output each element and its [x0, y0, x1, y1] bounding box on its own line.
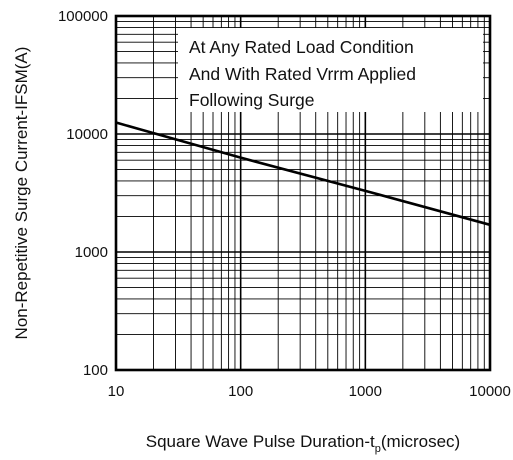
y-tick-10000: 10000	[66, 126, 108, 143]
x-axis-label-main: Square Wave Pulse Duration-t	[146, 432, 375, 451]
annotation-line-1: At Any Rated Load Condition	[189, 37, 414, 57]
series-line-0	[115, 121, 491, 227]
x-axis-label: Square Wave Pulse Duration-tp(microsec)	[146, 432, 460, 455]
annotation-background	[178, 28, 483, 112]
x-tick-10: 10	[108, 383, 125, 400]
annotation-line-3: Following Surge	[189, 90, 314, 110]
x-axis-label-subscript: p	[375, 443, 381, 455]
annotation-line-2: And With Rated Vrrm Applied	[189, 64, 416, 84]
x-tick-10000: 10000	[469, 383, 511, 400]
y-axis-label: Non-Repetitive Surge Current-IFSM(A)	[12, 47, 31, 340]
y-tick-100: 100	[83, 362, 108, 379]
y-tick-1000: 1000	[75, 244, 108, 261]
x-tick-1000: 1000	[349, 383, 382, 400]
series-layer	[115, 121, 491, 227]
x-tick-100: 100	[228, 383, 253, 400]
y-tick-100000: 100000	[58, 8, 108, 25]
plot-frame	[114, 14, 492, 372]
x-axis-label-suffix: (microsec)	[381, 432, 460, 451]
